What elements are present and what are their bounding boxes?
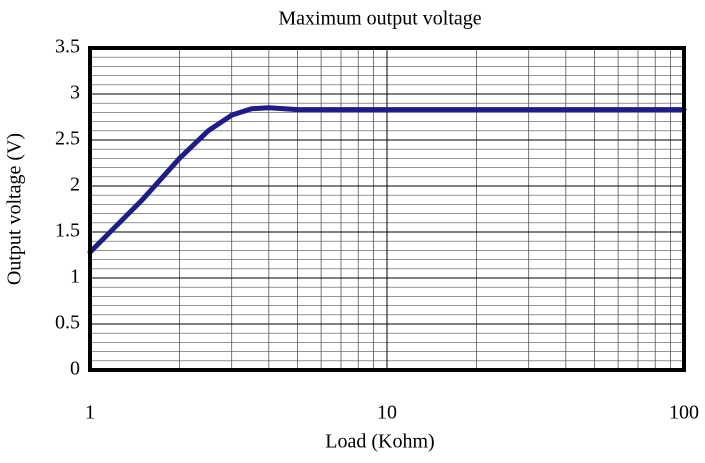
x-tick-label: 10 xyxy=(377,402,397,424)
y-tick-label: 0.5 xyxy=(55,312,80,334)
y-tick-label: 3.5 xyxy=(55,36,80,58)
y-tick-label: 2 xyxy=(70,174,80,196)
x-tick-label: 1 xyxy=(85,402,95,424)
chart-title: Maximum output voltage xyxy=(278,8,481,30)
plot-frame xyxy=(88,46,686,372)
y-tick-label: 3 xyxy=(70,82,80,104)
y-tick-label: 2.5 xyxy=(55,128,80,150)
y-axis-label: Output voltage (V) xyxy=(4,133,26,285)
x-tick-label: 100 xyxy=(669,402,699,424)
x-axis-label: Load (Kohm) xyxy=(325,431,434,453)
y-tick-label: 1 xyxy=(70,266,80,288)
data-line xyxy=(87,105,687,255)
y-tick-label: 1.5 xyxy=(55,220,80,242)
y-tick-label: 0 xyxy=(70,358,80,380)
